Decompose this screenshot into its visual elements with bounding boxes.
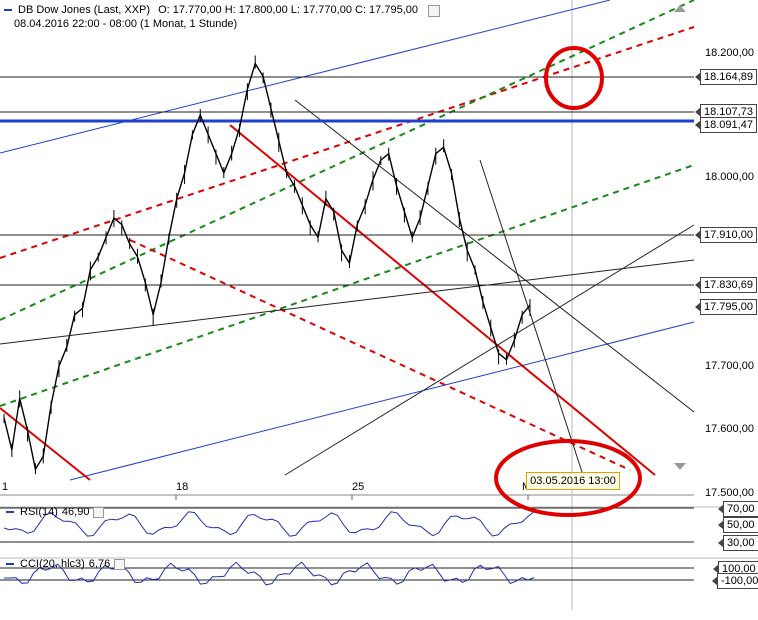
cci-legend: CCI(20, hlc3) 6,76 — [6, 558, 126, 570]
rsi-legend: RSI(14) 46,90 — [6, 506, 105, 518]
horizontal-levels — [0, 76, 694, 286]
rsi-plot — [0, 507, 694, 543]
y-tick-label: 17.700,00 — [705, 360, 754, 372]
cci-settings-icon[interactable] — [114, 558, 126, 570]
blue-channel-lower — [69, 321, 695, 481]
annotation-circle-top — [544, 46, 604, 110]
cci-value: 6,76 — [88, 558, 111, 570]
date-callout: 03.05.2016 13:00 — [526, 472, 620, 490]
collapse-icon[interactable] — [4, 9, 12, 11]
rsi-collapse-icon[interactable] — [6, 511, 14, 513]
level-tag: 17.795,00 — [695, 299, 757, 315]
black-trend-3 — [294, 99, 695, 413]
annotation-circle-bottom — [494, 439, 642, 517]
rsi-settings-icon[interactable] — [93, 506, 105, 518]
rsi-value: 46,90 — [61, 506, 90, 518]
scroll-down-icon[interactable] — [674, 463, 686, 470]
red-dashed-lower — [129, 239, 631, 471]
settings-box-icon[interactable] — [428, 5, 440, 17]
rsi-line — [3, 511, 535, 537]
ohlc-readout: O: 17.770,00 H: 17.800,00 L: 17.770,00 C… — [158, 4, 418, 16]
x-tick-label: 18 — [176, 481, 189, 493]
x-tick-label: 1 — [2, 481, 9, 493]
instrument-title: DB Dow Jones (Last, XXP) — [18, 4, 151, 16]
y-tick-label: 17.600,00 — [705, 423, 754, 435]
price-line — [3, 61, 531, 472]
x-tick-label: 25 — [352, 481, 365, 493]
black-trend-1 — [0, 259, 695, 345]
price-series — [3, 55, 531, 475]
red-downtrend — [229, 124, 656, 476]
cci-label: CCI(20, hlc3) — [20, 558, 85, 570]
level-tag: 18.164,89 — [695, 69, 757, 85]
cci-collapse-icon[interactable] — [6, 563, 14, 565]
period-label: 08.04.2016 22:00 - 08:00 (1 Monat, 1 Stu… — [14, 18, 238, 30]
y-tick-label: 17.500,00 — [705, 487, 754, 499]
level-tag: 18.091,47 — [695, 117, 757, 133]
y-tick-label: 18.200,00 — [705, 47, 754, 59]
rsi-level-tag: 70,00 — [718, 501, 758, 517]
rsi-label: RSI(14) — [20, 506, 58, 518]
trendlines — [0, 0, 695, 481]
rsi-level-tag: 50,00 — [718, 517, 758, 533]
level-tag: 17.910,00 — [695, 227, 757, 243]
y-tick-label: 18.000,00 — [705, 171, 754, 183]
level-tag: 17.830,69 — [695, 277, 757, 293]
chart-header: DB Dow Jones (Last, XXP) O: 17.770,00 H: … — [4, 3, 418, 31]
scroll-up-icon[interactable] — [674, 5, 686, 12]
cci-level-tag: -100,00 — [711, 573, 758, 589]
cci-line — [4, 561, 535, 586]
rsi-level-tag: 30,00 — [718, 535, 758, 551]
black-trend-4 — [479, 159, 584, 476]
black-trend-2 — [284, 224, 695, 476]
